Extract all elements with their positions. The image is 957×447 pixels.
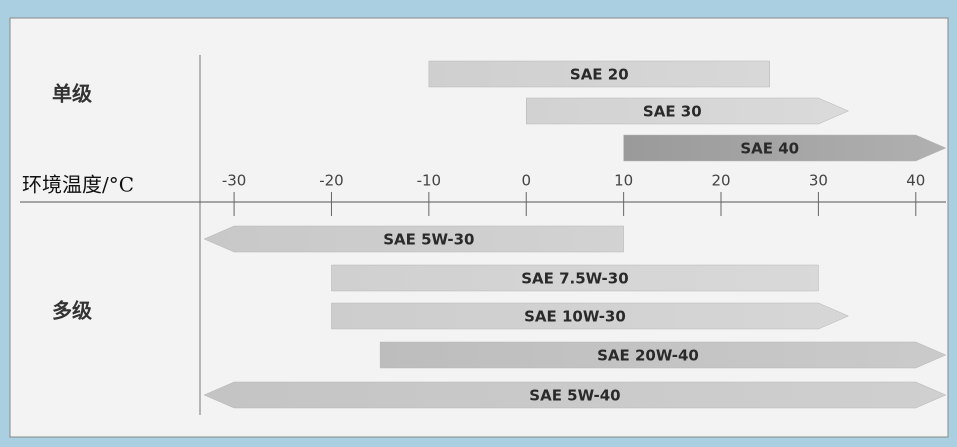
bar-label: SAE 10W-30 [524,308,626,326]
range-bar [203,225,624,253]
x-axis-label: 环境温度/°C [22,173,134,197]
x-tick-label: 10 [614,172,633,190]
bar-label: SAE 20 [570,66,629,84]
range-bar [331,264,819,292]
x-tick-label: -30 [222,172,247,190]
x-tick-label: -10 [417,172,442,190]
bar-label: SAE 20W-40 [597,347,699,365]
x-tick-label: 30 [809,172,828,190]
bar-label: SAE 5W-30 [383,231,474,249]
range-bar [428,60,770,88]
range-bar [331,302,850,330]
range-bar [525,97,850,125]
bar-label: SAE 7.5W-30 [521,270,628,288]
bar-label: SAE 40 [740,140,799,158]
range-bar [379,341,947,369]
group-label: 多级 [52,299,92,323]
bar-label: SAE 30 [643,103,702,121]
x-tick-label: -20 [319,172,344,190]
x-tick-label: 40 [906,172,925,190]
bar-label: SAE 5W-40 [529,387,620,405]
range-bar [203,381,947,409]
x-tick-label: 20 [711,172,730,190]
range-bar [623,134,947,162]
x-tick-label: 0 [521,172,531,190]
group-label: 单级 [52,82,92,106]
